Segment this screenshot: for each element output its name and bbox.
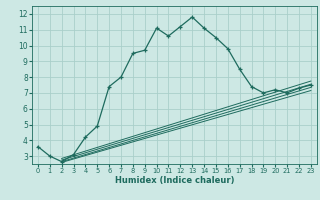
X-axis label: Humidex (Indice chaleur): Humidex (Indice chaleur)	[115, 176, 234, 185]
